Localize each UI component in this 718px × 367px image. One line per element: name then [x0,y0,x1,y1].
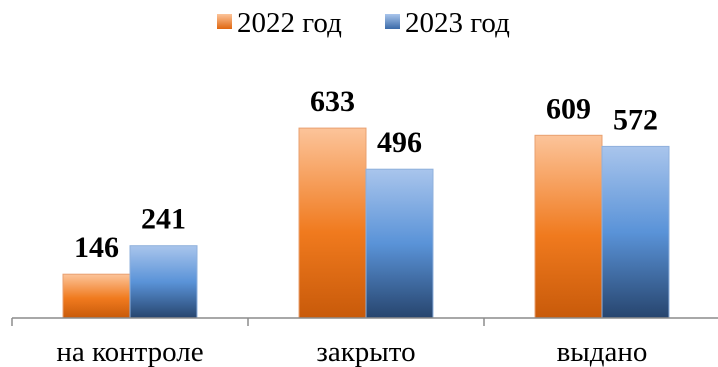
bar-2022 [534,134,603,319]
bar-2023 [129,245,198,319]
data-label: 241 [141,203,186,236]
data-label: 572 [613,103,658,136]
legend-swatch [385,14,400,29]
legend: 2022 год 2023 год [217,7,510,39]
legend-label: 2023 год [405,7,510,39]
bar-2023 [365,168,434,319]
x-axis: на контроле закрыто выдано [11,317,718,367]
x-tick-label: выдано [557,336,648,367]
data-label: 633 [310,85,355,118]
bar-2023 [601,145,670,319]
data-label: 609 [546,92,591,125]
legend-swatch [217,14,232,29]
x-tick-label: на контроле [56,336,203,367]
data-label: 496 [377,126,422,159]
legend-label: 2022 год [237,7,342,39]
bar-2022 [298,127,367,319]
bars-group: 146 633 609 241 496 572 [62,85,670,319]
bar-2022 [62,273,131,319]
x-tick-label: закрыто [316,336,415,367]
data-label: 146 [74,231,119,264]
